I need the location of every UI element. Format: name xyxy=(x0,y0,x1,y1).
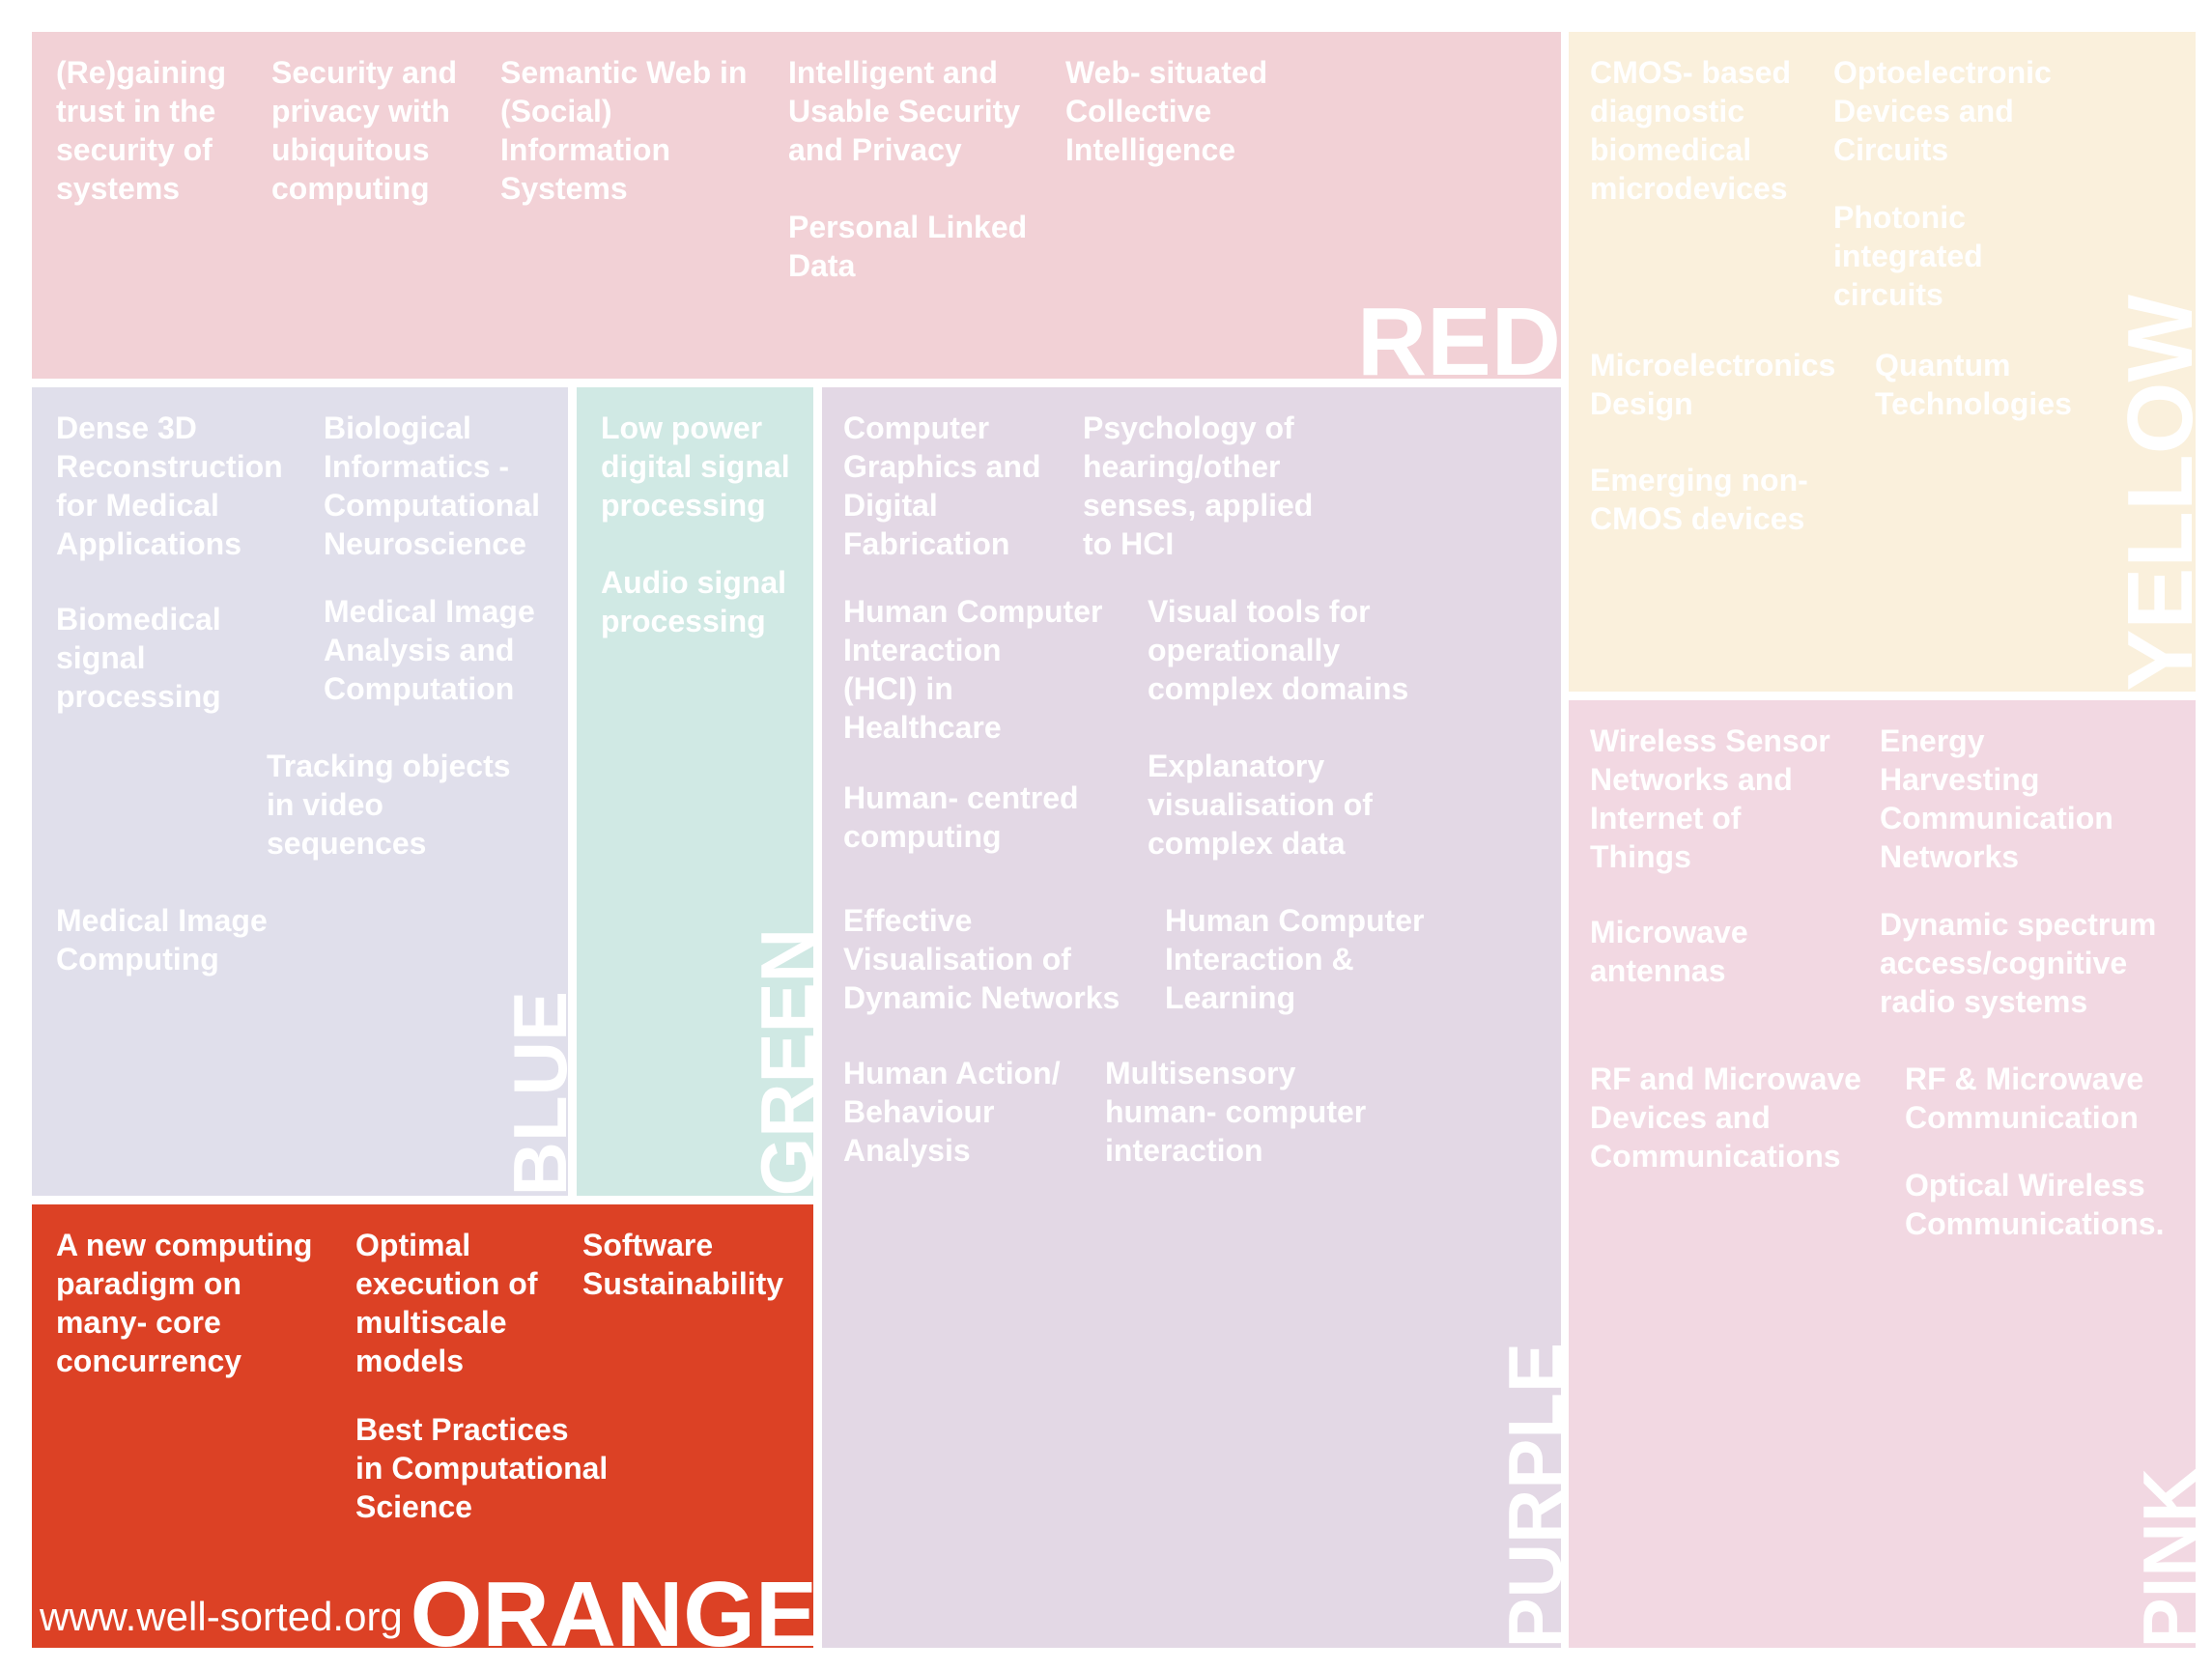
topic-item: Quantum Technologies xyxy=(1875,348,2072,421)
topic-item: Emerging non- CMOS devices xyxy=(1590,463,1808,536)
topic-item: Computer Graphics and Digital Fabricatio… xyxy=(843,410,1041,561)
topic-item: Optical Wireless Communications. xyxy=(1905,1168,2165,1241)
topic-item: Human Computer Interaction (HCI) in Heal… xyxy=(843,594,1103,745)
topic-item: Multisensory human- computer interaction xyxy=(1105,1056,1367,1168)
red-block: (Re)gaining trust in the security of sys… xyxy=(32,32,1561,379)
pink-block: Wireless Sensor Networks and Internet of… xyxy=(1569,700,2196,1648)
category-label-orange: ORANGE xyxy=(410,1563,813,1649)
category-label-blue: BLUE xyxy=(497,990,568,1196)
orange-block: A new computing paradigm on many- core c… xyxy=(32,1204,813,1648)
yellow-block: CMOS- based diagnostic biomedical microd… xyxy=(1569,32,2196,692)
topic-item: Dense 3D Reconstruction for Medical Appl… xyxy=(56,410,283,561)
topic-item: Medical Image Computing xyxy=(56,903,268,977)
purple-block: Computer Graphics and Digital Fabricatio… xyxy=(822,387,1561,1648)
footer-url: www.well-sorted.org xyxy=(40,1594,403,1639)
topic-item: Psychology of hearing/other senses, appl… xyxy=(1083,410,1314,561)
topic-item: RF & Microwave Communication xyxy=(1905,1061,2144,1135)
green-block: Low power digital signal processing Audi… xyxy=(577,387,813,1196)
topic-item: Best Practices in Computational Science xyxy=(355,1412,609,1524)
topic-item: Explanatory visualisation of complex dat… xyxy=(1148,749,1373,861)
topic-item: Intelligent and Usable Security and Priv… xyxy=(788,55,1021,167)
topic-item: Medical Image Analysis and Computation xyxy=(324,594,535,706)
topic-item: Microwave antennas xyxy=(1590,915,1748,988)
topic-item: Biological Informatics - Computational N… xyxy=(324,410,540,561)
topic-item: Human Action/ Behaviour Analysis xyxy=(843,1056,1061,1168)
topic-item: Visual tools for operationally complex d… xyxy=(1148,594,1409,706)
topic-item: Security and privacy with ubiquitous com… xyxy=(271,55,458,206)
topic-item: Human Computer Interaction & Learning xyxy=(1165,903,1425,1015)
topic-item: Effective Visualisation of Dynamic Netwo… xyxy=(843,903,1120,1015)
topic-item: Semantic Web in (Social) Information Sys… xyxy=(500,55,748,206)
topic-item: Human- centred computing xyxy=(843,780,1079,854)
category-label-yellow: YELLOW xyxy=(2109,295,2196,692)
category-label-pink: PINK xyxy=(2127,1467,2196,1648)
topic-item: Software Sustainability xyxy=(582,1228,784,1301)
topic-item: Audio signal processing xyxy=(601,565,786,638)
topic-item: Wireless Sensor Networks and Internet of… xyxy=(1590,723,1830,874)
blue-block: Dense 3D Reconstruction for Medical Appl… xyxy=(32,387,568,1196)
topic-item: Biomedical signal processing xyxy=(56,602,221,714)
category-label-red: RED xyxy=(1356,288,1561,379)
category-label-green: GREEN xyxy=(745,927,813,1196)
topic-item: Photonic integrated circuits xyxy=(1833,200,1983,312)
topic-item: A new computing paradigm on many- core c… xyxy=(56,1228,313,1378)
topic-item: Personal Linked Data xyxy=(788,210,1028,283)
category-label-purple: PURPLE xyxy=(1492,1342,1561,1648)
topic-item: Low power digital signal processing xyxy=(601,410,790,523)
topic-item: Dynamic spectrum access/cognitive radio … xyxy=(1880,907,2157,1019)
topic-item: (Re)gaining trust in the security of sys… xyxy=(56,55,226,206)
topic-item: RF and Microwave Devices and Communicati… xyxy=(1590,1061,1861,1174)
topic-item: Microelectronics Design xyxy=(1590,348,1836,421)
topic-item: Web- situated Collective Intelligence xyxy=(1065,55,1268,167)
topic-item: Tracking objects in video sequences xyxy=(267,749,511,861)
topic-item: Energy Harvesting Communication Networks xyxy=(1880,723,2113,874)
topic-item: Optimal execution of multiscale models xyxy=(355,1228,538,1378)
topic-item: CMOS- based diagnostic biomedical microd… xyxy=(1590,55,1792,206)
topic-item: Optoelectronic Devices and Circuits xyxy=(1833,55,2052,167)
